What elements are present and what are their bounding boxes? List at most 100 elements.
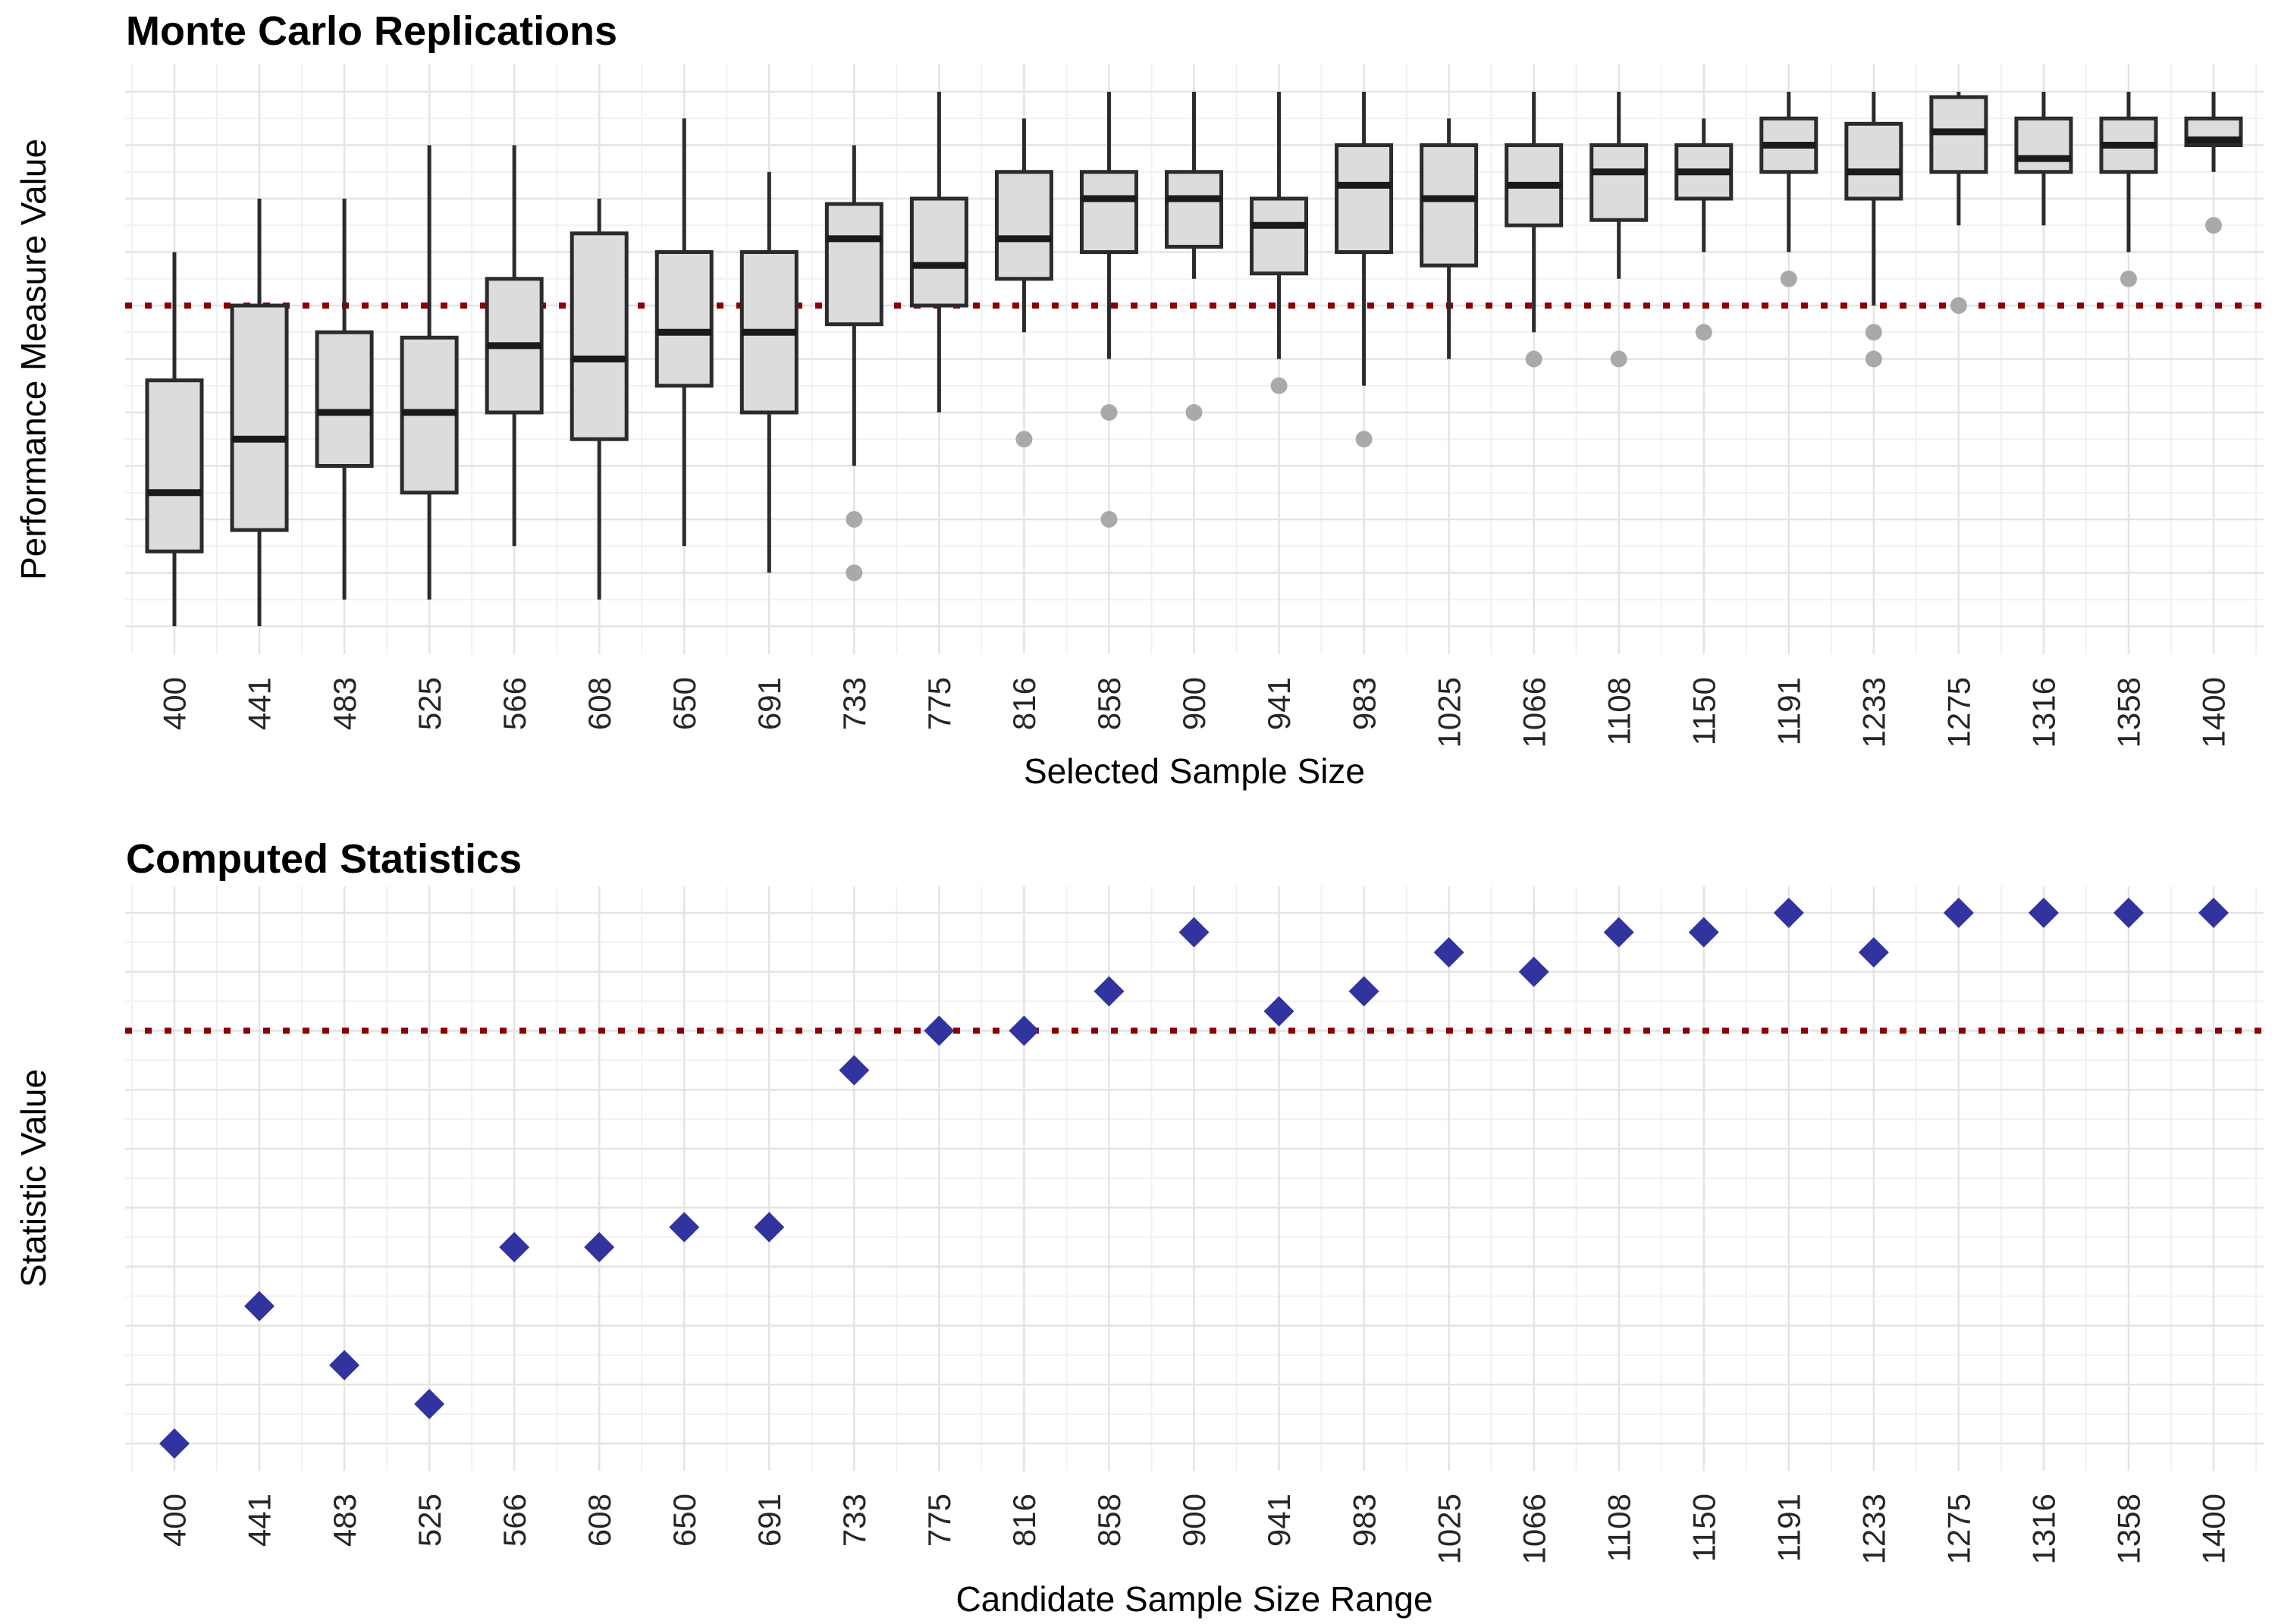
x-tick-label: 1108 bbox=[1601, 1494, 1636, 1562]
x-tick-label: 608 bbox=[582, 677, 617, 730]
statistic-point bbox=[1518, 956, 1549, 987]
x-tick-label: 1275 bbox=[1941, 1494, 1977, 1564]
gridlines-minor bbox=[125, 886, 2264, 1471]
iqr-box bbox=[315, 330, 374, 468]
x-tick-label: 900 bbox=[1176, 677, 1212, 730]
scatter-series bbox=[159, 898, 2230, 1459]
x-tick-label: 441 bbox=[242, 677, 278, 730]
x-tick-label: 1233 bbox=[1856, 1494, 1892, 1564]
x-tick-label: 941 bbox=[1261, 677, 1297, 730]
x-tick-label: 1025 bbox=[1431, 1494, 1467, 1564]
iqr-box bbox=[1420, 143, 1479, 268]
boxplot-box bbox=[230, 199, 289, 626]
boxplot-box bbox=[824, 145, 883, 582]
outlier-point bbox=[846, 564, 863, 582]
boxplot-box bbox=[1929, 92, 1988, 314]
x-tick-label: 1066 bbox=[1516, 1494, 1552, 1564]
scatter-chart-title: Computed Statistics bbox=[126, 836, 522, 882]
x-tick-label: 400 bbox=[157, 677, 193, 730]
statistic-point bbox=[1178, 917, 1210, 948]
boxplot-box bbox=[2099, 92, 2158, 287]
x-tick-label: 1233 bbox=[1856, 677, 1892, 748]
boxplot-chart-title: Monte Carlo Replications bbox=[126, 8, 618, 54]
outlier-point bbox=[1185, 404, 1203, 421]
x-tick-label: 1358 bbox=[2111, 1494, 2147, 1564]
statistic-point bbox=[159, 1428, 190, 1459]
boxplot-box bbox=[909, 92, 968, 412]
boxplot-box bbox=[400, 145, 459, 600]
x-tick-label: 1316 bbox=[2026, 1494, 2062, 1564]
x-tick-label: 1191 bbox=[1771, 677, 1806, 745]
statistic-point bbox=[2198, 898, 2230, 928]
x-tick-label: 441 bbox=[242, 1494, 278, 1547]
x-tick-label: 1275 bbox=[1941, 677, 1977, 748]
statistic-point bbox=[1773, 898, 1804, 928]
outlier-point bbox=[2120, 270, 2137, 287]
gridlines-major bbox=[125, 886, 2264, 1471]
boxplot-box bbox=[2014, 92, 2073, 226]
outlier-point bbox=[1355, 431, 1373, 448]
iqr-box bbox=[909, 196, 968, 308]
x-tick-label: 816 bbox=[1006, 1494, 1042, 1547]
x-tick-label: 733 bbox=[836, 677, 872, 730]
x-tick-label: 1400 bbox=[2196, 1494, 2232, 1564]
x-tick-label: 691 bbox=[752, 1494, 787, 1547]
outlier-point bbox=[1270, 377, 1288, 394]
x-tick-label: 1025 bbox=[1431, 677, 1467, 748]
statistic-point bbox=[1433, 937, 1464, 968]
statistic-point bbox=[2028, 898, 2059, 928]
x-tick-label: 858 bbox=[1091, 1494, 1127, 1547]
boxplot-box bbox=[1589, 92, 1649, 368]
x-tick-label: 483 bbox=[327, 1494, 362, 1547]
outlier-point bbox=[1525, 350, 1542, 368]
x-tick-label: 566 bbox=[497, 677, 532, 730]
statistic-point bbox=[1858, 937, 1889, 968]
x-tick-label: 1150 bbox=[1686, 677, 1721, 745]
statistic-point bbox=[1094, 976, 1125, 1007]
boxplot-box bbox=[1420, 118, 1479, 359]
iqr-box bbox=[2014, 116, 2073, 174]
boxplot-box bbox=[1250, 92, 1309, 394]
x-tick-label: 1191 bbox=[1771, 1494, 1806, 1562]
statistic-point bbox=[499, 1232, 530, 1263]
boxplot-box bbox=[654, 118, 714, 547]
outlier-point bbox=[1865, 350, 1882, 368]
boxplot-box bbox=[1844, 92, 1903, 368]
x-axis-tick-labels: 400 441 483 525 566 608 650 691 733 775 816 858 900 9… bbox=[157, 677, 2232, 748]
x-tick-label: 483 bbox=[327, 677, 362, 730]
statistic-point bbox=[2113, 898, 2144, 928]
x-tick-label: 775 bbox=[921, 677, 957, 730]
iqr-box bbox=[230, 303, 289, 532]
statistic-point bbox=[1603, 917, 1634, 948]
outlier-point bbox=[1780, 270, 1797, 287]
x-tick-label: 733 bbox=[836, 1494, 872, 1547]
statistic-point bbox=[924, 1015, 955, 1046]
x-tick-label: 650 bbox=[667, 1494, 702, 1547]
boxplot-box bbox=[145, 252, 204, 626]
x-tick-label: 566 bbox=[497, 1494, 532, 1547]
x-tick-label: 1108 bbox=[1601, 677, 1636, 745]
boxplot-series bbox=[145, 92, 2243, 626]
statistic-point bbox=[1688, 917, 1719, 948]
outlier-point bbox=[1865, 324, 1882, 341]
x-axis-tick-labels: 400 441 483 525 566 608 650 691 733 775 816 858 900 9… bbox=[157, 1494, 2232, 1564]
x-tick-label: 941 bbox=[1261, 1494, 1297, 1547]
iqr-box bbox=[654, 250, 714, 388]
x-tick-label: 1066 bbox=[1516, 677, 1552, 748]
x-tick-label: 816 bbox=[1006, 677, 1042, 730]
statistic-point bbox=[244, 1290, 275, 1321]
iqr-box bbox=[145, 378, 204, 553]
iqr-box bbox=[1335, 143, 1394, 254]
outlier-point bbox=[2205, 217, 2223, 234]
boxplot-box bbox=[485, 145, 544, 547]
boxplot-box bbox=[1079, 92, 1138, 528]
x-tick-label: 1316 bbox=[2026, 677, 2062, 748]
iqr-box bbox=[994, 170, 1053, 281]
boxplot-box bbox=[315, 199, 374, 600]
x-tick-label: 900 bbox=[1176, 1494, 1212, 1547]
scatter-chart-canvas: 0.10.20.30.40.50.60.70.80.91.04004414835… bbox=[125, 886, 2264, 1564]
iqr-box bbox=[824, 202, 883, 327]
boxplot-box bbox=[1165, 92, 1224, 421]
statistic-point bbox=[329, 1350, 360, 1381]
